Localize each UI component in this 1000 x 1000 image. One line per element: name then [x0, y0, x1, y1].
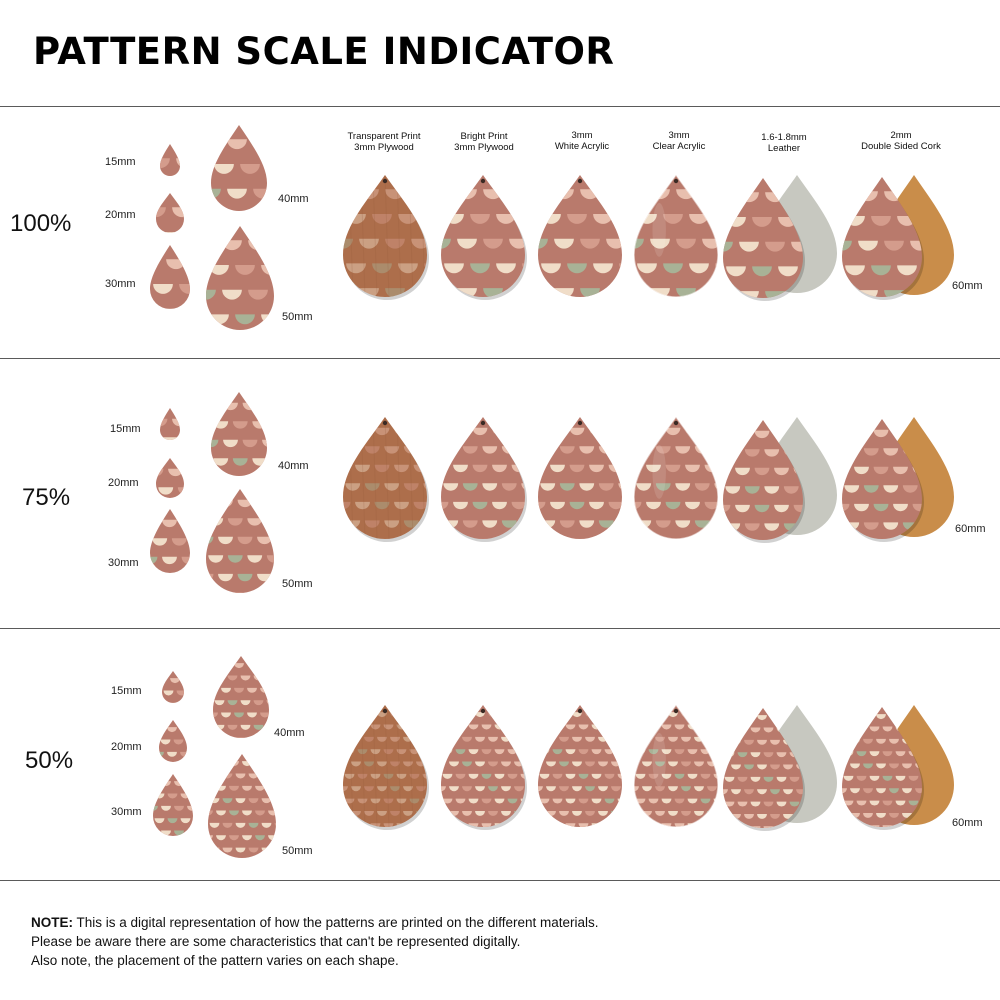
- size-label-30mm: 30mm: [111, 806, 142, 818]
- size-label-15mm: 15mm: [105, 156, 136, 168]
- divider-top: [0, 106, 1000, 107]
- drop-acrylic-clear-100: [633, 173, 719, 298]
- drop-50mm-75: [206, 489, 274, 593]
- drop-50mm-50: [208, 754, 276, 858]
- size-label-30mm: 30mm: [105, 278, 136, 290]
- drop-50mm-100: [206, 226, 274, 330]
- size-label-40mm: 40mm: [274, 727, 305, 739]
- divider-1: [0, 358, 1000, 359]
- scale-label-50: 50%: [25, 747, 74, 774]
- drop-acrylic-clear-50: [633, 703, 719, 828]
- note-line-2: Please be aware there are some character…: [31, 934, 521, 949]
- drop-20mm-75: [156, 458, 184, 498]
- drop-plywood-50: [343, 705, 429, 830]
- drop-bright-75: [441, 417, 527, 542]
- drop-acrylic-white-75: [538, 417, 622, 539]
- size-label-20mm: 20mm: [105, 209, 136, 221]
- size-label-60mm: 60mm: [952, 817, 983, 829]
- material-header-transparent-plywood: Transparent Print 3mm Plywood: [347, 131, 421, 153]
- note-line-3: Also note, the placement of the pattern …: [31, 953, 399, 968]
- drop-15mm-75: [160, 408, 180, 440]
- drop-30mm-75: [150, 509, 190, 573]
- drop-bright-50: [441, 705, 527, 830]
- drop-acrylic-white-100: [538, 175, 622, 297]
- material-header-bright-plywood: Bright Print 3mm Plywood: [454, 131, 514, 153]
- divider-bottom: [0, 880, 1000, 881]
- size-label-20mm: 20mm: [108, 477, 139, 489]
- drop-20mm-100: [156, 193, 184, 233]
- size-label-20mm: 20mm: [111, 741, 142, 753]
- material-header-clear-acrylic: 3mm Clear Acrylic: [652, 130, 706, 152]
- drop-40mm-100: [211, 125, 267, 211]
- drop-plywood-100: [343, 175, 429, 300]
- size-label-40mm: 40mm: [278, 193, 309, 205]
- size-label-30mm: 30mm: [108, 557, 139, 569]
- material-header-leather: 1.6-1.8mm Leather: [761, 132, 807, 154]
- disclaimer-note: NOTE: This is a digital representation o…: [31, 913, 599, 970]
- size-label-60mm: 60mm: [955, 523, 986, 535]
- size-label-50mm: 50mm: [282, 845, 313, 857]
- scale-label-75: 75%: [22, 484, 71, 511]
- size-label-50mm: 50mm: [282, 311, 313, 323]
- note-line-1: This is a digital representation of how …: [73, 915, 599, 930]
- drop-15mm-50: [162, 671, 184, 703]
- drop-plywood-75: [343, 417, 429, 542]
- size-label-15mm: 15mm: [110, 423, 141, 435]
- drop-20mm-50: [159, 720, 187, 762]
- material-header-cork: 2mm Double Sided Cork: [861, 130, 941, 152]
- drop-cork-100: [842, 177, 924, 300]
- scale-label-100: 100%: [10, 210, 72, 237]
- page-title: PATTERN SCALE INDICATOR: [33, 30, 615, 73]
- drop-40mm-50: [213, 656, 269, 738]
- drop-acrylic-white-50: [538, 705, 622, 827]
- drop-bright-100: [441, 175, 527, 300]
- drop-40mm-75: [211, 392, 267, 476]
- size-label-50mm: 50mm: [282, 578, 313, 590]
- size-label-60mm: 60mm: [952, 280, 983, 292]
- size-label-15mm: 15mm: [111, 685, 142, 697]
- drop-acrylic-clear-75: [633, 415, 719, 540]
- size-label-40mm: 40mm: [278, 460, 309, 472]
- note-label: NOTE:: [31, 915, 73, 930]
- divider-2: [0, 628, 1000, 629]
- drop-30mm-50: [153, 774, 193, 836]
- material-header-white-acrylic: 3mm White Acrylic: [554, 130, 610, 152]
- drop-15mm-100: [160, 144, 180, 176]
